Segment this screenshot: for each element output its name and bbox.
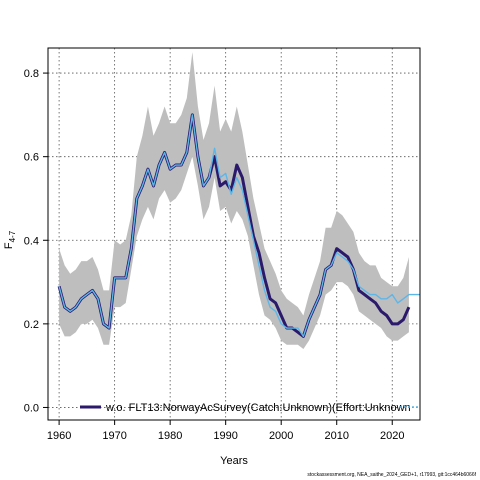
confidence-band-layer bbox=[59, 52, 409, 349]
y-axis-label: F4-7 bbox=[3, 230, 17, 249]
x-axis-label: Years bbox=[220, 455, 248, 467]
x-tick-label: 2020 bbox=[380, 430, 404, 442]
y-axis-label-main: F bbox=[3, 242, 15, 249]
y-tick-label: 0.4 bbox=[24, 235, 39, 247]
y-tick-label: 0.6 bbox=[24, 152, 39, 164]
confidence-band bbox=[59, 52, 409, 349]
y-tick-label: 0.2 bbox=[24, 319, 39, 331]
svg-text:F4-7: F4-7 bbox=[3, 230, 17, 249]
legend: w.o. FLT13:NorwayAcSurvey(Catch:Unknown)… bbox=[80, 402, 420, 414]
x-tick-label: 2010 bbox=[324, 430, 348, 442]
x-tick-label: 1970 bbox=[102, 430, 126, 442]
grid-lines bbox=[48, 48, 420, 420]
footer-text: stockassessment.org, NEA_saithe_2024_GED… bbox=[307, 472, 476, 478]
y-tick-label: 0.0 bbox=[24, 402, 39, 414]
x-axis: 1960 1970 1980 1990 2000 2010 2020 bbox=[47, 420, 404, 442]
x-tick-label: 1980 bbox=[158, 430, 182, 442]
y-tick-label: 0.8 bbox=[24, 68, 39, 80]
series-layer bbox=[57, 113, 420, 338]
x-tick-label: 2000 bbox=[269, 430, 293, 442]
legend-label: w.o. FLT13:NorwayAcSurvey(Catch:Unknown)… bbox=[105, 402, 411, 414]
y-axis-label-sub: 4-7 bbox=[8, 230, 17, 242]
x-tick-label: 1990 bbox=[213, 430, 237, 442]
series-line-alt bbox=[58, 114, 420, 338]
x-tick-label: 1960 bbox=[47, 430, 71, 442]
y-axis: 0.0 0.2 0.4 0.6 0.8 bbox=[24, 68, 48, 414]
plot-frame bbox=[47, 47, 421, 421]
